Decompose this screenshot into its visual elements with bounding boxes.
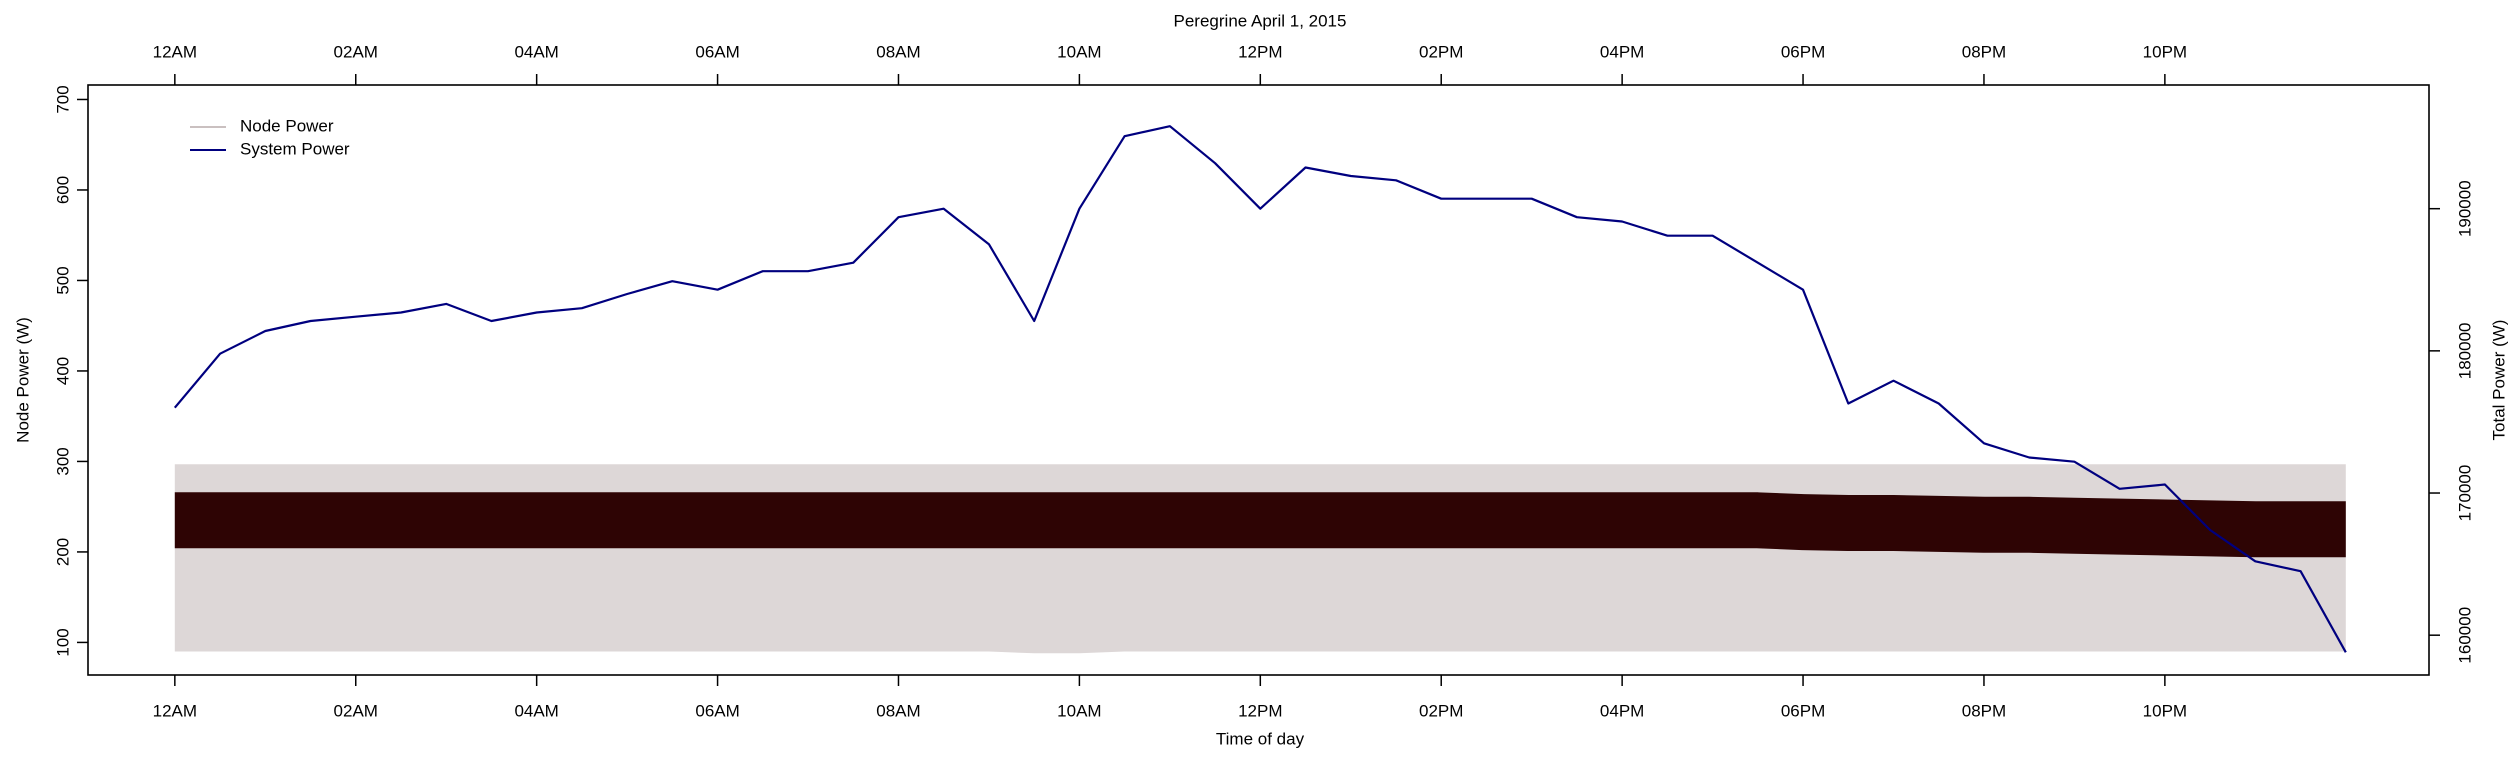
x-tick-label: 06AM xyxy=(695,701,739,720)
x-top-tick-label: 10AM xyxy=(1057,42,1101,61)
chart-title: Peregrine April 1, 2015 xyxy=(1174,11,1347,30)
y-tick-label: 100 xyxy=(53,628,72,656)
x-top-tick-label: 06AM xyxy=(695,42,739,61)
x-tick-label: 10PM xyxy=(2143,701,2187,720)
y-tick-label: 700 xyxy=(53,85,72,113)
plot-frame xyxy=(87,84,2430,676)
y-tick-label: 600 xyxy=(53,176,72,204)
y-tick-label: 200 xyxy=(53,538,72,566)
system-power-line xyxy=(173,125,2347,653)
y-tick-label: 300 xyxy=(53,447,72,475)
legend-label: Node Power xyxy=(240,116,334,135)
plot-area xyxy=(173,125,2347,654)
x-top-tick-label: 04AM xyxy=(514,42,558,61)
x-tick-label: 06PM xyxy=(1781,701,1825,720)
x-tick-label: 04PM xyxy=(1600,701,1644,720)
x-top-tick-label: 10PM xyxy=(2143,42,2187,61)
y-axis-title: Node Power (W) xyxy=(13,317,32,443)
x-top-tick-label: 12AM xyxy=(153,42,197,61)
y2-tick-label: 190000 xyxy=(2455,180,2474,237)
x-tick-label: 08PM xyxy=(1962,701,2006,720)
x-top-tick-label: 08AM xyxy=(876,42,920,61)
y2-tick-label: 160000 xyxy=(2455,607,2474,664)
x-top-tick-label: 12PM xyxy=(1238,42,1282,61)
x-tick-label: 04AM xyxy=(514,701,558,720)
x-top-tick-label: 02AM xyxy=(334,42,378,61)
y-tick-label: 500 xyxy=(53,266,72,294)
y-tick-label: 400 xyxy=(53,357,72,385)
node-power-core xyxy=(174,492,2346,558)
x-tick-label: 12PM xyxy=(1238,701,1282,720)
x-tick-label: 08AM xyxy=(876,701,920,720)
x-tick-label: 12AM xyxy=(153,701,197,720)
x-tick-label: 02AM xyxy=(334,701,378,720)
x-top-tick-label: 06PM xyxy=(1781,42,1825,61)
x-top-tick-label: 04PM xyxy=(1600,42,1644,61)
legend-label: System Power xyxy=(240,139,350,158)
x-top-tick-label: 08PM xyxy=(1962,42,2006,61)
y2-tick-label: 180000 xyxy=(2455,322,2474,379)
x-top-tick-label: 02PM xyxy=(1419,42,1463,61)
y2-tick-label: 170000 xyxy=(2455,465,2474,522)
x-axis-title: Time of day xyxy=(1216,729,1305,748)
x-tick-label: 10AM xyxy=(1057,701,1101,720)
x-tick-label: 02PM xyxy=(1419,701,1463,720)
y2-axis-title: Total Power (W) xyxy=(2489,320,2508,441)
